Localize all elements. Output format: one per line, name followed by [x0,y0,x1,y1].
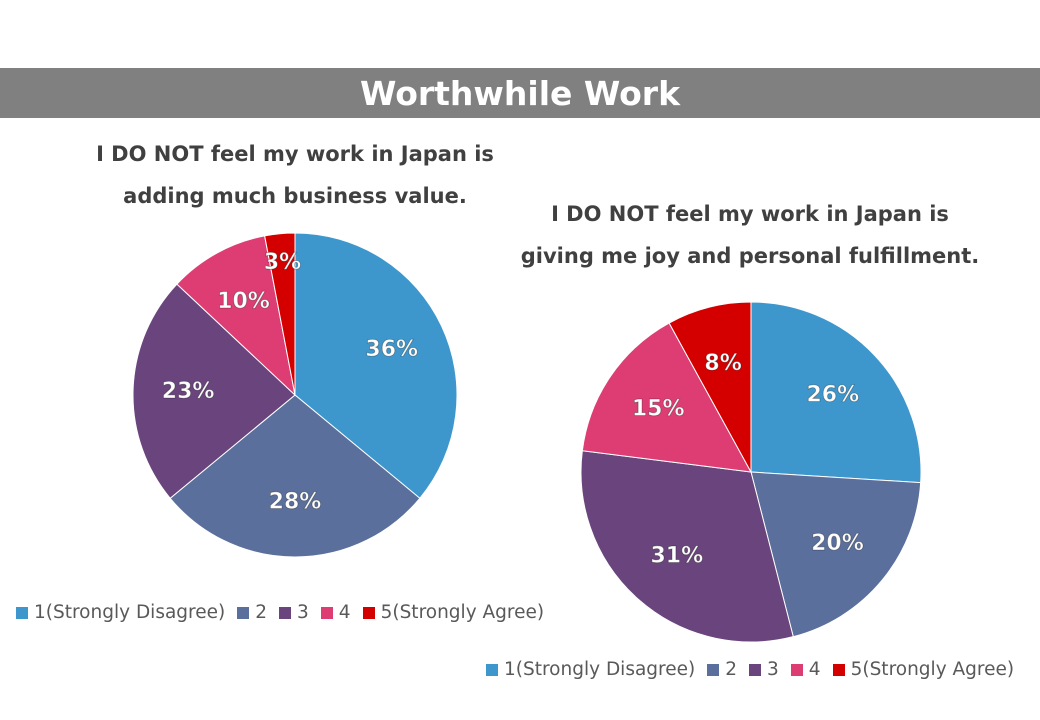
chart-1-legend-swatch-5 [362,606,375,619]
chart-2-legend-swatch-3 [749,663,762,676]
pie-1-slice-3 [132,283,296,499]
chart-1-legend-label-4: 4 [338,602,351,623]
chart-2-legend-swatch-2 [707,663,720,676]
pie-1-data-label-1: 36% [365,337,418,362]
chart-2-legend-item-4: 4 [790,659,821,680]
pie-2-data-label-3: 31% [650,544,703,569]
chart-2-legend-swatch-5 [832,663,845,676]
pie-2-slice-4 [581,322,752,473]
pie-1-slice-1 [294,232,458,499]
chart-2-legend-label-1: 1(Strongly Disagree) [504,659,696,680]
chart-1-legend-item-5: 5(Strongly Agree) [362,602,545,623]
chart-2-legend-label-4: 4 [808,659,821,680]
pie-1-data-label-2: 28% [269,489,322,514]
pie-2-data-label-5: 8% [704,351,741,376]
pie-1-data-label-3: 23% [162,379,215,404]
pie-2-slice-1 [750,301,922,484]
chart-2-legend-item-2: 2 [707,659,737,680]
chart-2-legend-item-1: 1(Strongly Disagree) [486,659,695,680]
chart-2-legend-label-5: 5(Strongly Agree) [850,659,1015,680]
chart-1-legend-label-5: 5(Strongly Agree) [380,602,545,623]
banner: Worthwhile Work [0,68,1040,118]
chart-1-legend-swatch-4 [320,606,333,619]
chart-1-legend-swatch-1 [16,606,28,619]
chart-2-legend-swatch-1 [486,663,498,676]
chart-1-legend-item-3: 3 [279,602,309,623]
chart-1-legend-item-2: 2 [237,602,267,623]
pie-2-slice-3 [580,450,794,643]
pie-1-data-label-4: 10% [217,289,270,314]
pie-2-slice-5 [668,301,752,473]
banner-title: Worthwhile Work [359,73,681,113]
pie-2-data-label-2: 20% [811,531,864,556]
chart-2-legend-swatch-4 [790,663,803,676]
chart-1-legend: 1(Strongly Disagree) 2 3 4 5(Strongly Agree) [16,602,544,623]
chart-2-title-line-2: giving me joy and personal fulfillment. [520,244,980,268]
chart-2-legend: 1(Strongly Disagree) 2 3 4 5(Strongly Agree) [486,659,1014,680]
chart-2-title: I DO NOT feel my work in Japan is giving… [480,193,1020,277]
chart-1-title: I DO NOT feel my work in Japan is adding… [40,133,550,217]
chart-1-legend-swatch-2 [237,606,250,619]
chart-1-legend-label-2: 2 [255,602,268,623]
chart-2-legend-item-3: 3 [749,659,779,680]
pie-2-data-label-1: 26% [806,383,859,408]
chart-1-title-line-2: adding much business value. [123,184,467,208]
pie-2-slice-2 [750,471,922,638]
chart-2-title-line-1: I DO NOT feel my work in Japan is [551,202,949,226]
pie-2-data-label-4: 15% [632,396,685,421]
pie-1-data-label-5: 3% [264,250,301,275]
chart-1-legend-label-1: 1(Strongly Disagree) [34,602,226,623]
chart-1-legend-item-1: 1(Strongly Disagree) [16,602,225,623]
chart-2-legend-label-3: 3 [767,659,779,680]
chart-1-legend-label-3: 3 [297,602,309,623]
chart-2-legend-label-2: 2 [725,659,738,680]
chart-1-legend-swatch-3 [279,606,292,619]
pie-1-slice-5 [264,232,296,396]
chart-1-legend-item-4: 4 [320,602,351,623]
chart-2-legend-item-5: 5(Strongly Agree) [832,659,1015,680]
chart-1-title-line-1: I DO NOT feel my work in Japan is [96,142,494,166]
pie-1-slice-4 [176,235,296,397]
pie-1-slice-2 [169,394,421,558]
